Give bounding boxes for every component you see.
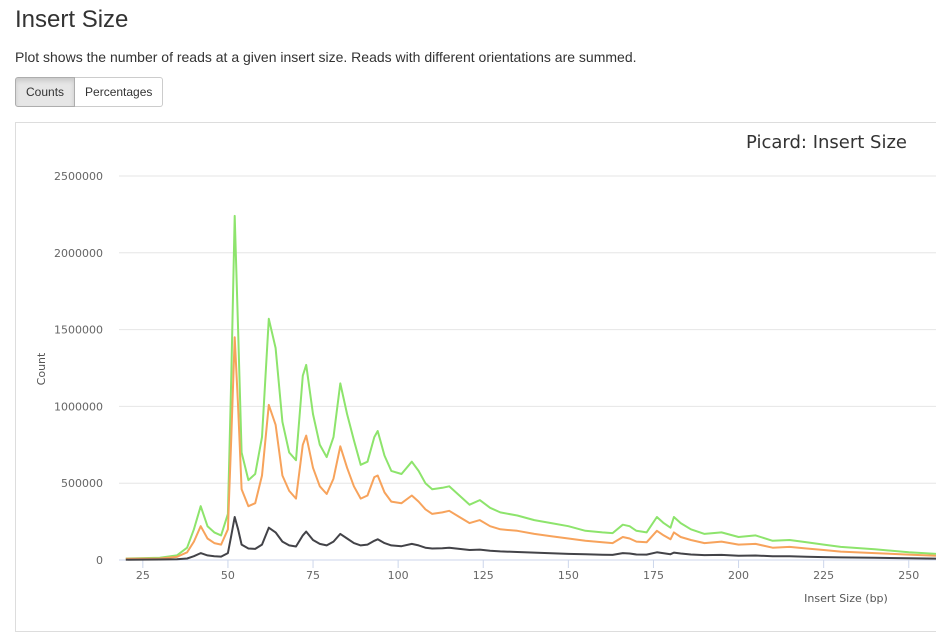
x-tick-label: 250 <box>898 569 919 582</box>
view-toggle-group: Counts Percentages <box>15 77 164 107</box>
chart-title: Picard: Insert Size <box>746 132 907 153</box>
y-tick-label: 2500000 <box>54 170 103 183</box>
series-line-2[interactable] <box>125 336 936 560</box>
percentages-button[interactable]: Percentages <box>75 77 164 107</box>
x-tick-label: 150 <box>558 569 579 582</box>
y-tick-label: 1500000 <box>54 324 103 337</box>
x-tick-label: 25 <box>136 569 150 582</box>
y-tick-label: 0 <box>96 554 103 567</box>
x-tick-label: 75 <box>306 569 320 582</box>
x-tick-label: 225 <box>813 569 834 582</box>
section-title: Insert Size <box>15 6 129 33</box>
x-tick-label: 175 <box>643 569 664 582</box>
series-line-3[interactable] <box>125 516 936 561</box>
y-tick-label: 500000 <box>61 477 103 490</box>
insert-size-chart[interactable]: 0 500000 1000000 1500000 2000000 2500000 25 50… <box>16 123 936 623</box>
plot-container: 0 500000 1000000 1500000 2000000 2500000 25 50… <box>15 122 936 632</box>
x-tick-label: 125 <box>473 569 494 582</box>
y-tick-label: 1000000 <box>54 400 103 413</box>
y-tick-label: 2000000 <box>54 247 103 260</box>
counts-button[interactable]: Counts <box>15 77 76 107</box>
y-axis-label: Count <box>35 352 48 385</box>
section-description: Plot shows the number of reads at a give… <box>15 49 637 65</box>
x-tick-label: 200 <box>728 569 749 582</box>
x-tick-label: 100 <box>388 569 409 582</box>
x-tick-label: 50 <box>221 569 235 582</box>
series-line-1[interactable] <box>125 214 936 560</box>
x-axis-label: Insert Size (bp) <box>804 592 888 605</box>
